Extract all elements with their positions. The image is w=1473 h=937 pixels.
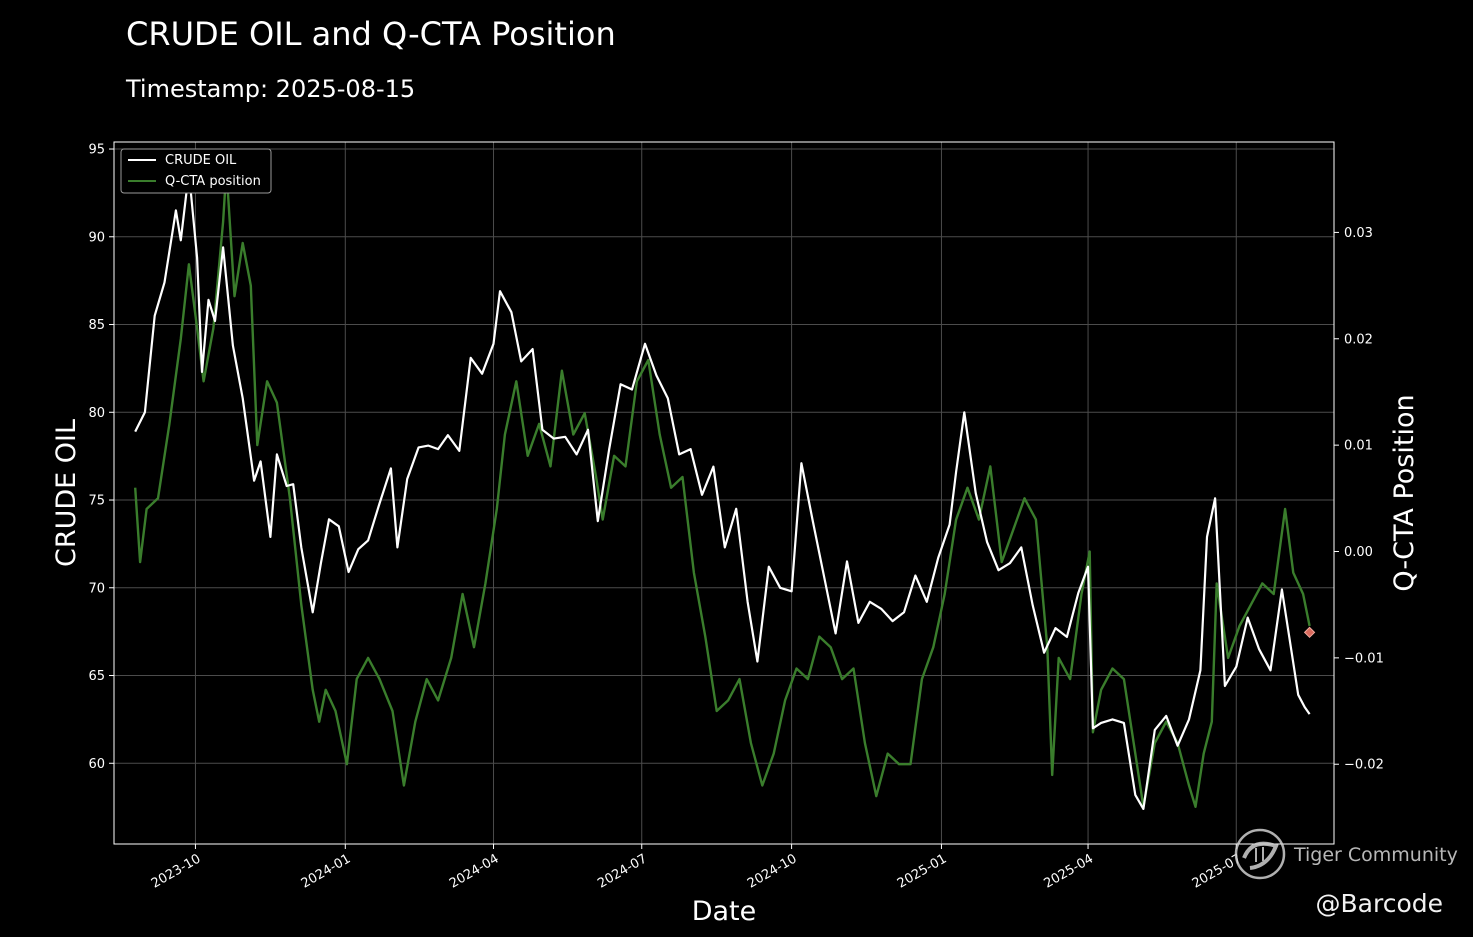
y-tick-label-left: 70 (88, 581, 105, 596)
y-tick-label-right: 0.03 (1344, 226, 1373, 241)
chart-subtitle: Timestamp: 2025-08-15 (125, 75, 415, 103)
plot-frame (113, 141, 1335, 845)
x-tick-label: 2023-10 (149, 851, 204, 891)
legend-label-crude-oil: CRUDE OIL (165, 153, 237, 168)
watermark-brand: Tiger Community (1293, 844, 1458, 866)
tiger-logo-icon (1234, 828, 1286, 880)
y-tick-label-right: 0.01 (1344, 439, 1373, 454)
crude-oil-line (134, 170, 1311, 811)
chart-title: CRUDE OIL and Q-CTA Position (126, 15, 616, 53)
y-tick-label-left: 85 (88, 318, 105, 333)
y-tick-label-right: 0.02 (1344, 332, 1373, 347)
y-tick-label-right: 0.00 (1344, 545, 1373, 560)
x-axis-label: Date (692, 896, 757, 927)
x-tick-label: 2024-10 (745, 851, 800, 891)
legend-label-q-cta: Q-CTA position (165, 174, 261, 189)
grid-lines (114, 142, 1334, 844)
y-tick-label-right: −0.01 (1344, 651, 1384, 666)
y-tick-label-left: 80 (88, 406, 105, 421)
y-axis-label-right: Q-CTA Position (1389, 394, 1420, 591)
x-tick-label: 2025-04 (1041, 851, 1096, 891)
y-tick-label-left: 95 (88, 143, 105, 158)
x-tick-label: 2024-04 (447, 851, 502, 891)
y-tick-label-left: 60 (88, 757, 105, 772)
x-tick-label: 2024-07 (595, 851, 650, 891)
x-tick-label: 2024-01 (299, 851, 354, 891)
x-tick-label: 2025-01 (895, 851, 950, 891)
y-tick-label-right: −0.02 (1344, 758, 1384, 773)
y-axis-label-left: CRUDE OIL (51, 419, 82, 567)
marker-layer (1303, 626, 1316, 639)
watermark-handle: @Barcode (1316, 889, 1444, 918)
y-tick-label-left: 75 (88, 494, 105, 509)
y-tick-label-left: 90 (88, 230, 105, 245)
latest-position-marker (1303, 626, 1316, 639)
series-layer (134, 167, 1311, 811)
watermark: Tiger Community (1234, 828, 1458, 880)
q-cta-position-line (134, 167, 1311, 808)
legend-box (120, 148, 272, 194)
y-tick-label-left: 65 (88, 669, 105, 684)
legend: CRUDE OIL Q-CTA position (120, 148, 272, 194)
